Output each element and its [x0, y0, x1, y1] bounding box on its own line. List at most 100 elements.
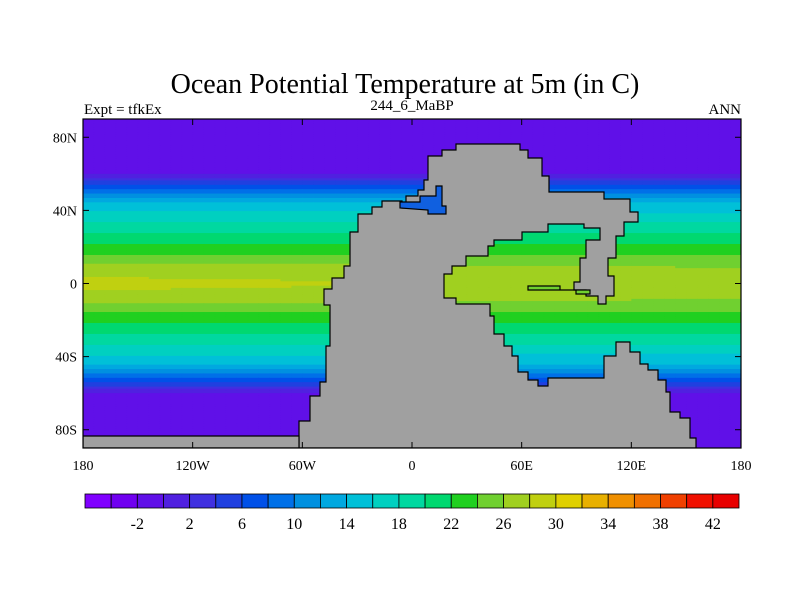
temperature-cell [83, 193, 95, 197]
temperature-cell [477, 119, 490, 122]
temperature-cell [159, 162, 172, 166]
temperature-cell [137, 204, 150, 208]
temperature-cell [137, 272, 150, 276]
temperature-cell [269, 140, 281, 144]
temperature-cell [181, 178, 194, 182]
temperature-cell [346, 149, 358, 153]
temperature-cell [291, 200, 303, 203]
temperature-cell [203, 263, 216, 267]
temperature-cell [719, 248, 731, 252]
temperature-cell [280, 222, 292, 225]
temperature-cell [335, 226, 347, 230]
temperature-cell [697, 143, 709, 146]
temperature-cell [554, 169, 567, 173]
temperature-cell [620, 193, 632, 197]
temperature-cell [83, 276, 95, 280]
temperature-cell [598, 125, 610, 129]
temperature-cell [543, 246, 556, 250]
temperature-cell [269, 248, 281, 252]
temperature-cell [620, 239, 632, 243]
temperature-cell [379, 158, 391, 162]
temperature-cell [258, 296, 271, 300]
temperature-cell [181, 134, 194, 138]
temperature-cell [686, 283, 698, 287]
temperature-cell [225, 237, 238, 241]
temperature-cell [653, 186, 665, 190]
temperature-cell [115, 193, 128, 197]
temperature-cell [708, 186, 720, 190]
temperature-cell [192, 224, 205, 228]
temperature-cell [565, 143, 578, 146]
temperature-cell [455, 272, 468, 276]
temperature-cell [510, 268, 523, 271]
temperature-cell [730, 119, 741, 122]
temperature-cell [83, 147, 95, 151]
temperature-cell [280, 239, 292, 243]
temperature-cell [379, 186, 391, 190]
temperature-cell [192, 204, 205, 208]
temperature-cell [236, 259, 249, 263]
temperature-cell [620, 138, 632, 142]
temperature-cell [203, 219, 216, 223]
temperature-cell [324, 189, 336, 192]
temperature-cell [225, 171, 238, 175]
temperature-cell [401, 182, 413, 186]
temperature-cell [532, 259, 545, 263]
temperature-cell [214, 237, 227, 241]
temperature-cell [302, 119, 314, 122]
temperature-cell [203, 285, 216, 289]
temperature-cell [302, 151, 314, 155]
temperature-cell [664, 151, 676, 155]
temperature-cell [675, 224, 687, 228]
temperature-cell [302, 145, 314, 149]
temperature-cell [291, 171, 303, 175]
temperature-cell [225, 200, 238, 203]
temperature-cell [346, 123, 358, 127]
temperature-cell [477, 287, 490, 291]
temperature-cell [313, 171, 325, 175]
temperature-cell [620, 272, 632, 276]
temperature-cell [137, 178, 150, 182]
temperature-cell [521, 125, 534, 129]
temperature-cell [83, 189, 95, 192]
temperature-cell [126, 123, 139, 127]
temperature-cell [247, 173, 260, 177]
temperature-cell [488, 125, 501, 129]
temperature-cell [269, 224, 281, 228]
temperature-cell [686, 178, 698, 182]
temperature-cell [280, 189, 292, 192]
temperature-cell [697, 189, 709, 192]
temperature-cell [543, 140, 556, 144]
temperature-cell [642, 160, 654, 164]
temperature-cell [192, 136, 205, 140]
temperature-cell [697, 149, 709, 153]
temperature-cell [214, 125, 227, 129]
temperature-cell [346, 189, 358, 192]
temperature-cell [269, 202, 281, 206]
temperature-cell [83, 250, 95, 254]
temperature-cell [148, 287, 161, 291]
temperature-cell [510, 283, 523, 287]
temperature-cell [554, 178, 567, 182]
temperature-cell [368, 143, 380, 146]
temperature-cell [269, 151, 281, 155]
temperature-cell [203, 171, 216, 175]
temperature-cell [390, 134, 402, 138]
temperature-cell [225, 121, 238, 124]
temperature-cell [335, 119, 347, 122]
temperature-cell [192, 259, 205, 263]
temperature-cell [554, 292, 567, 296]
temperature-cell [115, 136, 128, 140]
temperature-cell [444, 145, 457, 149]
temperature-cell [170, 241, 183, 245]
temperature-cell [247, 281, 260, 285]
temperature-cell [422, 125, 435, 129]
temperature-cell [291, 186, 303, 190]
temperature-cell [730, 197, 741, 201]
temperature-cell [357, 169, 369, 173]
temperature-cell [83, 149, 95, 153]
temperature-cell [83, 165, 95, 168]
temperature-cell [258, 119, 271, 122]
temperature-cell [83, 233, 95, 236]
temperature-cell [214, 191, 227, 195]
